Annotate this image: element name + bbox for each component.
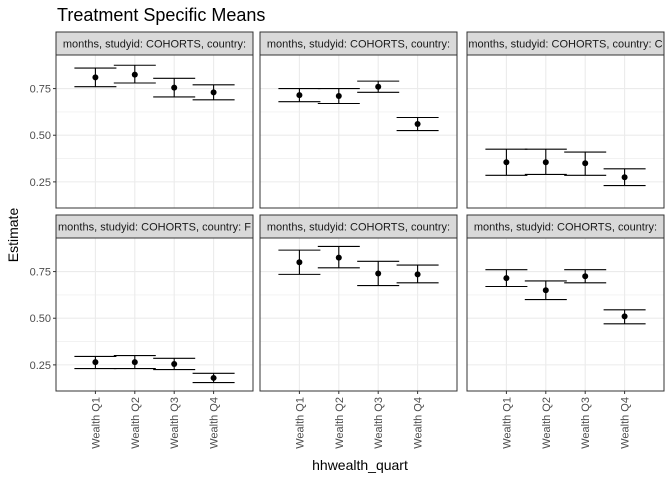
- facet-strip-label: months, studyid: COHORTS, country: C: [468, 39, 662, 51]
- x-tick-label: Wealth Q1: [294, 397, 306, 449]
- estimate-point: [621, 174, 628, 181]
- x-tick-label: Wealth Q2: [334, 397, 346, 449]
- y-tick-label: 0.25: [30, 360, 51, 372]
- chart-title: Treatment Specific Means: [57, 5, 265, 25]
- facet-panel: months, studyid: COHORTS, country: 0.25 0…: [30, 31, 254, 209]
- panel-border: [259, 54, 458, 209]
- estimate-point: [414, 271, 421, 278]
- panel-border: [259, 237, 458, 392]
- x-tick-label: Wealth Q2: [130, 397, 142, 449]
- estimate-point: [131, 359, 138, 366]
- panel-background: [467, 55, 664, 208]
- estimate-point: [582, 160, 589, 167]
- panel-background: [260, 55, 457, 208]
- facet-panel: months, studyid: COHORTS, country: F 0.25…: [30, 214, 254, 449]
- panel-border: [466, 237, 665, 392]
- panel-background: [56, 55, 253, 208]
- estimate-point: [582, 273, 589, 280]
- estimate-point: [335, 93, 342, 100]
- panel-background: [56, 238, 253, 391]
- estimate-point: [335, 254, 342, 261]
- estimate-point: [542, 159, 549, 166]
- facet-strip-label: months, studyid: COHORTS, country:: [267, 222, 450, 234]
- estimate-point: [92, 74, 99, 81]
- facet-strip-label: months, studyid: COHORTS, country:: [63, 39, 246, 51]
- estimate-point: [503, 275, 510, 282]
- estimate-point: [542, 287, 549, 294]
- estimate-point: [296, 92, 303, 99]
- estimate-point: [92, 359, 99, 366]
- x-axis-title: hhwealth_quart: [312, 457, 408, 473]
- estimate-point: [171, 360, 178, 367]
- panel-background: [260, 238, 457, 391]
- panel-border: [55, 54, 254, 209]
- estimate-point: [210, 89, 217, 96]
- estimate-point: [375, 270, 382, 277]
- y-tick-label: 0.75: [30, 84, 51, 96]
- x-tick-label: Wealth Q4: [209, 397, 221, 449]
- y-tick-label: 0.50: [30, 130, 51, 142]
- estimate-point: [171, 84, 178, 91]
- estimate-point: [503, 159, 510, 166]
- facet-panel: months, studyid: COHORTS, country: Wealt…: [259, 214, 458, 449]
- panel-border: [55, 237, 254, 392]
- facet-strip-label: months, studyid: COHORTS, country: F: [58, 222, 251, 234]
- x-tick-label: Wealth Q3: [169, 397, 181, 449]
- x-tick-label: Wealth Q1: [90, 397, 102, 449]
- x-tick-label: Wealth Q3: [373, 397, 385, 449]
- y-axis-title: Estimate: [5, 208, 21, 263]
- y-tick-label: 0.75: [30, 267, 51, 279]
- panel-background: [467, 238, 664, 391]
- x-tick-label: Wealth Q4: [620, 397, 632, 449]
- facet-strip-label: months, studyid: COHORTS, country:: [474, 222, 657, 234]
- estimate-point: [131, 71, 138, 78]
- x-tick-label: Wealth Q4: [413, 397, 425, 449]
- y-tick-label: 0.25: [30, 177, 51, 189]
- y-tick-label: 0.50: [30, 313, 51, 325]
- facet-panel: months, studyid: COHORTS, country:: [259, 31, 458, 209]
- estimate-point: [210, 374, 217, 381]
- estimate-point: [621, 313, 628, 320]
- estimate-point: [414, 121, 421, 128]
- facet-strip-label: months, studyid: COHORTS, country:: [267, 39, 450, 51]
- estimate-point: [375, 83, 382, 90]
- x-tick-label: Wealth Q3: [580, 397, 592, 449]
- facet-panel: months, studyid: COHORTS, country: C: [466, 31, 665, 209]
- facet-panels: months, studyid: COHORTS, country: 0.25 0…: [30, 31, 665, 449]
- x-tick-label: Wealth Q2: [541, 397, 553, 449]
- facet-panel: months, studyid: COHORTS, country: Wealt…: [466, 214, 665, 449]
- estimate-point: [296, 259, 303, 266]
- panel-border: [466, 54, 665, 209]
- x-tick-label: Wealth Q1: [501, 397, 513, 449]
